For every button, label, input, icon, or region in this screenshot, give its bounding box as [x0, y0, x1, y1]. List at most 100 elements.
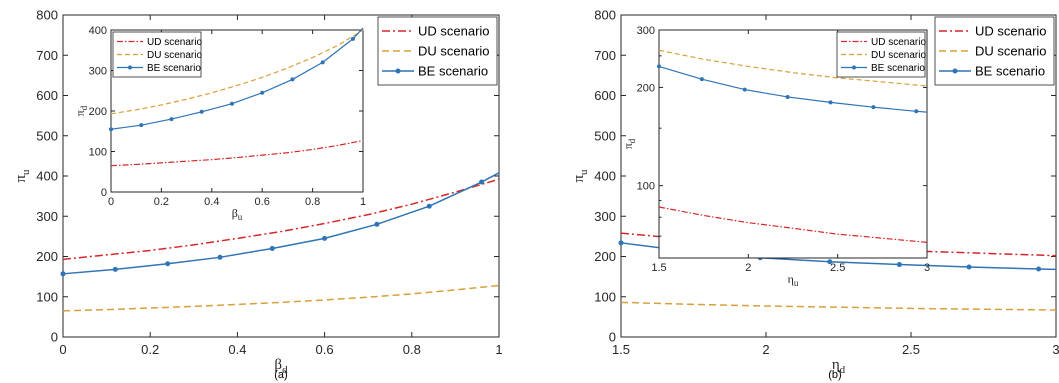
legend: UD scenario DU scenario BE scenario [836, 31, 926, 78]
data-point-marker [322, 235, 328, 241]
data-point-marker [785, 94, 790, 99]
data-point-marker [479, 179, 485, 185]
y-tick-label: 800 [594, 8, 616, 23]
data-point-marker [109, 127, 113, 132]
legend-marker [852, 65, 856, 70]
legend-entry-label: DU scenario [418, 44, 490, 59]
series-line-du-scenario [620, 301, 1057, 311]
data-point-marker [199, 109, 204, 114]
x-tick-label: 1 [360, 196, 366, 208]
y-tick-label: 100 [637, 181, 655, 193]
x-axis-label: βd [274, 357, 288, 376]
x-axis-symbol: β [232, 206, 238, 220]
data-point-marker [112, 266, 118, 272]
y-axis-symbol: π [571, 175, 587, 183]
x-axis-subscript: u [794, 278, 799, 288]
x-tick-label: 1.5 [612, 342, 630, 357]
data-point-marker [657, 64, 661, 69]
series-line-ud-scenario [110, 139, 364, 167]
x-tick-label: 0.2 [141, 342, 159, 357]
y-tick-label: 600 [36, 88, 58, 103]
x-tick-label: 0.4 [204, 196, 219, 208]
legend-entry-label: DU scenario [147, 50, 202, 61]
data-point-marker [320, 60, 325, 65]
y-tick-label: 300 [36, 209, 58, 224]
data-point-marker [290, 77, 295, 82]
x-tick-label: 0.6 [255, 196, 270, 208]
y-tick-label: 0 [101, 187, 107, 199]
x-tick-label: 2.5 [830, 262, 845, 274]
legend-entry-label: UD scenario [871, 37, 926, 48]
y-tick-label: 0 [51, 330, 58, 345]
data-point-marker [914, 109, 919, 114]
y-axis-symbol: π [13, 175, 29, 183]
x-axis-label: βu [232, 206, 243, 222]
x-axis-label: ηd [832, 357, 846, 376]
x-tick-label: 0.4 [228, 342, 246, 357]
y-tick-label: 200 [637, 82, 655, 94]
panel-caption: (a) [274, 369, 287, 381]
y-axis-label: πu [13, 169, 32, 183]
y-axis-label: πu [571, 169, 590, 183]
series-line-du-scenario [110, 29, 364, 115]
legend-marker [952, 68, 958, 74]
y-axis-symbol: π [73, 110, 87, 116]
series-line-be-scenario [62, 172, 500, 275]
y-tick-label: 300 [594, 209, 616, 224]
y-axis-subscript: u [578, 169, 590, 175]
chart-a-inset: 0 0.2 0.4 0.6 0.8 1 0 100 200 300 400 βu πd UD scenar… [73, 25, 366, 222]
x-tick-label: 3 [1052, 342, 1059, 357]
x-tick-label: 3 [924, 262, 930, 274]
y-tick-label: 300 [89, 66, 107, 78]
data-point-marker [229, 101, 234, 106]
x-tick-label: 0 [59, 342, 66, 357]
y-tick-label: 600 [594, 88, 616, 103]
series-line-be-scenario [110, 27, 364, 130]
y-tick-label: 100 [594, 289, 616, 304]
legend-entry-label: DU scenario [975, 44, 1047, 59]
y-tick-label: 800 [36, 8, 58, 23]
x-tick-label: 0 [108, 196, 114, 208]
y-tick-label: 200 [89, 106, 107, 118]
legend-entry-label: BE scenario [975, 64, 1045, 79]
data-point-marker [269, 245, 275, 251]
y-tick-label: 700 [36, 48, 58, 63]
y-tick-label: 500 [36, 128, 58, 143]
x-tick-label: 1 [495, 342, 502, 357]
y-axis-subscript: d [79, 105, 89, 110]
series-line-ud-scenario [620, 232, 1057, 257]
series-line-ud-scenario [658, 206, 928, 243]
legend-entry-label: DU scenario [871, 50, 926, 61]
data-point-marker [426, 203, 432, 209]
data-point-marker [1036, 266, 1042, 272]
y-tick-label: 0 [609, 330, 616, 345]
data-point-marker [699, 77, 704, 82]
y-axis-label: πd [73, 105, 89, 116]
y-axis-label: πd [621, 138, 637, 149]
x-tick-label: 2.5 [902, 342, 920, 357]
y-tick-label: 300 [637, 25, 655, 37]
y-axis-symbol: π [621, 143, 635, 149]
x-axis-symbol: η [788, 272, 794, 286]
data-point-marker [828, 100, 833, 105]
data-point-marker [896, 262, 902, 268]
series-line-ud-scenario [62, 178, 500, 261]
y-tick-label: 400 [36, 169, 58, 184]
legend-entry-label: UD scenario [147, 37, 202, 48]
data-point-marker [217, 254, 223, 260]
data-point-marker [350, 36, 355, 41]
series-line-du-scenario [62, 284, 500, 312]
data-point-marker [827, 259, 833, 265]
x-tick-label: 0.2 [154, 196, 169, 208]
data-point-marker [742, 87, 747, 92]
legend-entry-label: UD scenario [975, 24, 1047, 39]
y-tick-label: 700 [594, 48, 616, 63]
x-tick-label: 0.8 [305, 196, 320, 208]
data-point-marker [374, 221, 380, 227]
legend-marker [128, 65, 132, 70]
panel-caption: (b) [828, 369, 841, 381]
data-point-marker [60, 271, 66, 277]
y-tick-label: 200 [36, 249, 58, 264]
x-tick-label: 2 [745, 262, 751, 274]
